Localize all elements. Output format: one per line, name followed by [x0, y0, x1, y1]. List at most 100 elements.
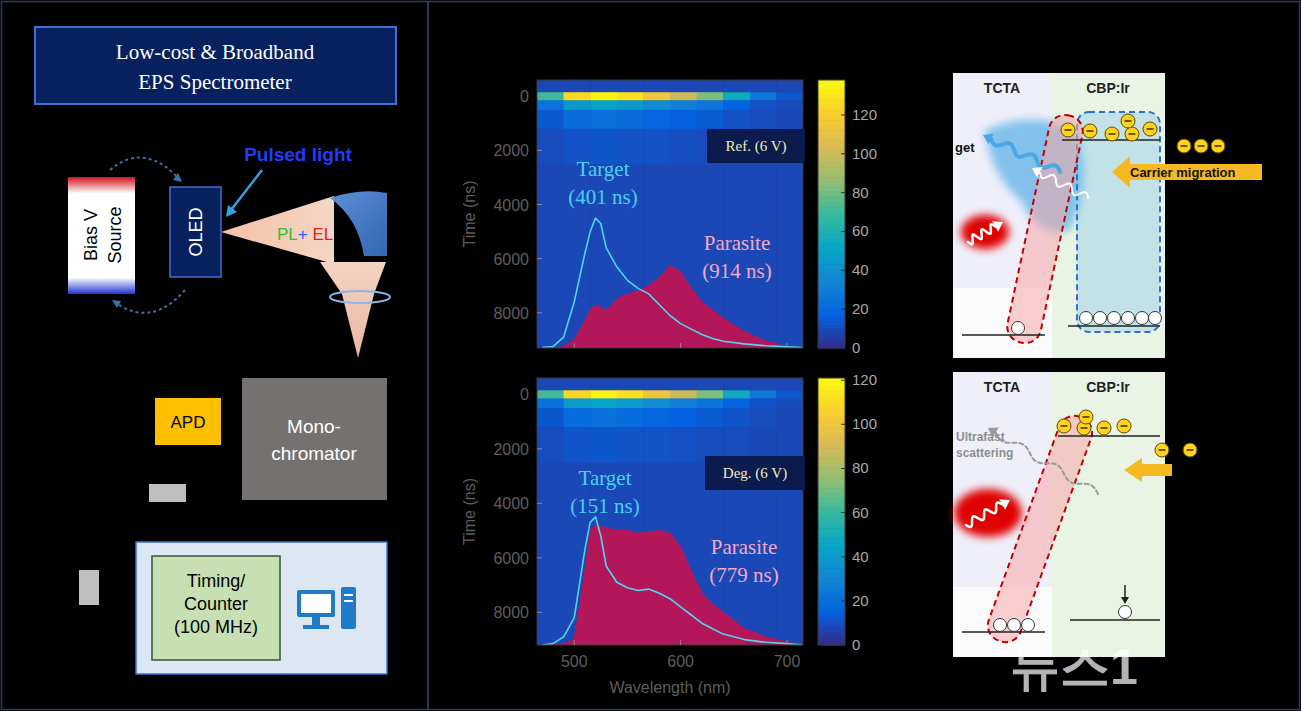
heatmap-cell — [643, 129, 670, 165]
heatmap-cell — [537, 427, 564, 463]
heatmap-cell — [750, 110, 777, 129]
heatmap-cell — [617, 80, 644, 93]
heatmap-cell — [617, 110, 644, 129]
x-tick — [680, 640, 681, 645]
heatmap-cell — [723, 92, 750, 101]
wavy-arrow — [1040, 172, 1088, 198]
colorbar-tick — [841, 468, 845, 469]
electron-sign — [1061, 425, 1068, 427]
wavy-arrow — [966, 503, 1002, 527]
colorbar-tick-label: 100 — [852, 145, 877, 162]
heatmap-cell — [750, 378, 777, 391]
y-tick — [537, 312, 542, 313]
heatmap-cell — [537, 110, 564, 129]
heatmap-cell — [750, 100, 777, 110]
arrow-head — [992, 221, 1003, 231]
heatmap-cell — [537, 80, 564, 93]
cbp-layer — [1052, 372, 1165, 657]
arrow-head — [112, 300, 121, 308]
colorbar-tick — [841, 270, 845, 271]
counter-box — [152, 556, 280, 660]
electron — [1125, 127, 1139, 141]
monochromator-label-line: Mono- — [287, 416, 341, 437]
electron — [1083, 124, 1097, 138]
y-tick-label: 6000 — [493, 550, 529, 567]
colorbar-tick-label: 60 — [852, 504, 869, 521]
title: Low-cost & BroadbandEPS Spectrometer — [116, 40, 315, 94]
divider — [427, 2, 429, 709]
heatmap-cell — [617, 378, 644, 391]
colorbar-tick — [841, 600, 845, 601]
x-tick-label: 700 — [774, 653, 801, 670]
counter-label-line: Timing/ — [187, 571, 245, 591]
wire-arrow — [112, 290, 185, 313]
colorbar-step — [818, 378, 845, 382]
heatmap-cell — [643, 100, 670, 110]
heatmap-cell — [670, 408, 697, 428]
electron — [1143, 122, 1157, 136]
scatter-label-line: scattering — [956, 446, 1013, 460]
electron — [1079, 410, 1093, 424]
electron — [1117, 419, 1131, 433]
plot-area — [537, 378, 803, 645]
heatmap-cell — [776, 80, 803, 93]
layer-label: CBP:Ir — [1086, 379, 1130, 395]
electron-sign — [1215, 145, 1222, 147]
monochromator-label: Mono-chromator — [271, 416, 357, 464]
heatmap-cell — [617, 100, 644, 110]
monitor-stand — [312, 617, 320, 625]
hole — [1119, 606, 1132, 619]
heatmap-cell — [564, 408, 591, 428]
heatmap-cell — [723, 398, 750, 408]
colorbar-tick — [841, 114, 845, 115]
computer-box — [136, 542, 387, 674]
electron-sign — [1087, 130, 1094, 132]
homo-level — [962, 631, 1045, 633]
monochromator-label-line: chromator — [271, 443, 357, 464]
arrow-head — [983, 134, 994, 145]
heatmap-cell — [564, 427, 591, 463]
y-tick — [537, 612, 542, 613]
heatmap-cell — [776, 408, 803, 428]
y-tick-label: 2000 — [493, 441, 529, 458]
electron-sign — [1181, 145, 1188, 147]
heatmap-cell — [697, 92, 724, 101]
migration-arrow — [1124, 458, 1172, 482]
heatmap-cell — [590, 390, 617, 399]
cbp-exciton-box — [1077, 112, 1160, 332]
hole — [1136, 312, 1149, 325]
heatmap-cell — [723, 110, 750, 129]
hole — [1094, 312, 1107, 325]
apd-label: APD — [171, 413, 206, 432]
electron — [1061, 123, 1075, 137]
monitor-base — [303, 625, 329, 629]
colorbar-tick — [841, 231, 845, 232]
heatmap-cell — [537, 129, 564, 165]
heatmap-cell — [697, 80, 724, 93]
counter-label-line: Counter — [184, 594, 248, 614]
electron — [1105, 127, 1119, 141]
heatmap-cell — [670, 100, 697, 110]
bias-source-label-line: Bias V — [81, 209, 101, 261]
heatmap-cell — [697, 100, 724, 110]
wavy-arrow — [991, 139, 1060, 172]
migration-arrow — [1112, 156, 1262, 188]
heatmap-cell — [697, 378, 724, 391]
colorbar-tick — [841, 512, 845, 513]
colorbar-tick-label: 40 — [852, 261, 869, 278]
electron — [1177, 139, 1191, 153]
electron-sign — [1198, 145, 1205, 147]
electron-sign — [1147, 128, 1154, 130]
condition-box — [707, 129, 805, 163]
colorbar-tick — [841, 348, 845, 349]
apd-box — [155, 398, 221, 445]
layer-label: TCTA — [984, 379, 1020, 395]
heatmap-cell — [590, 110, 617, 129]
heatmap-cell — [750, 164, 777, 348]
electron-sign — [1125, 120, 1132, 122]
colorbar-tick-label: 120 — [852, 106, 877, 123]
colorbar-step — [818, 80, 845, 84]
series-name: Target — [577, 157, 630, 181]
counter-label-line: (100 MHz) — [174, 617, 258, 637]
heatmap-cell — [670, 110, 697, 129]
